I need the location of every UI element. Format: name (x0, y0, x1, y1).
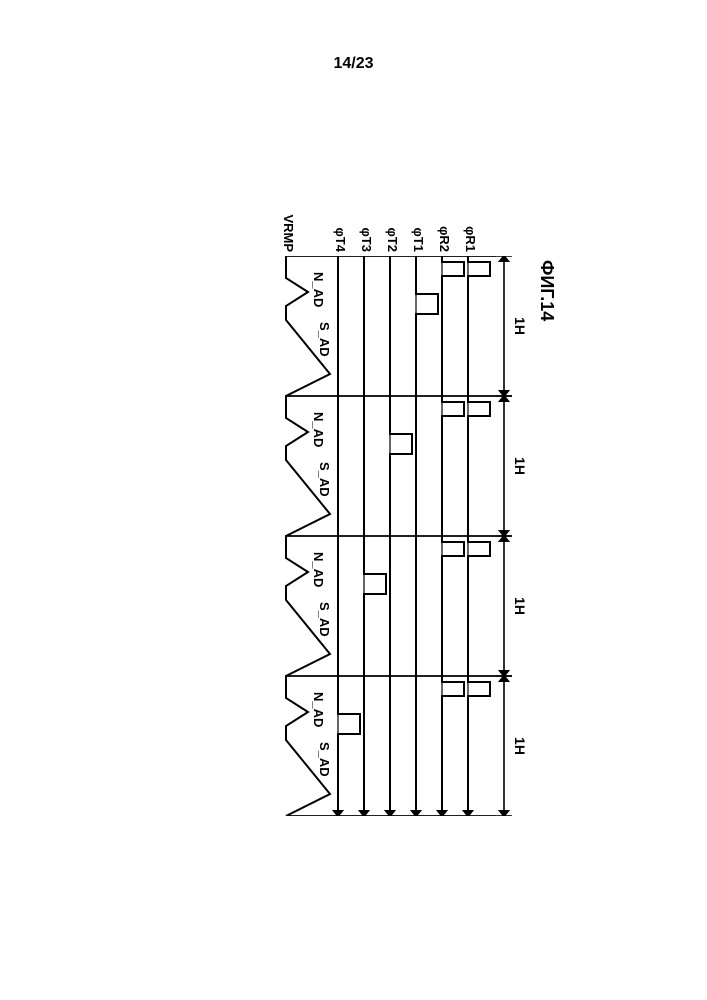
signal-label: φT2 (385, 200, 400, 252)
timing-chart: φR1φR2φT1φT2φT3φT4VRMP 1H1H1H1H N_ADS_AD… (176, 200, 526, 820)
page-number: 14/23 (0, 55, 707, 73)
timing-svg (186, 256, 526, 816)
signal-label: φR2 (437, 200, 452, 252)
signal-label: φR1 (463, 200, 478, 252)
signal-label: φT3 (359, 200, 374, 252)
signal-label: φT4 (333, 200, 348, 252)
signal-label: φT1 (411, 200, 426, 252)
figure-container: ФИГ.14 φR1φR2φT1φT2φT3φT4VRMP 1H1H1H1H N… (150, 200, 557, 820)
figure-title: ФИГ.14 (536, 260, 557, 820)
signal-label: VRMP (281, 200, 296, 252)
